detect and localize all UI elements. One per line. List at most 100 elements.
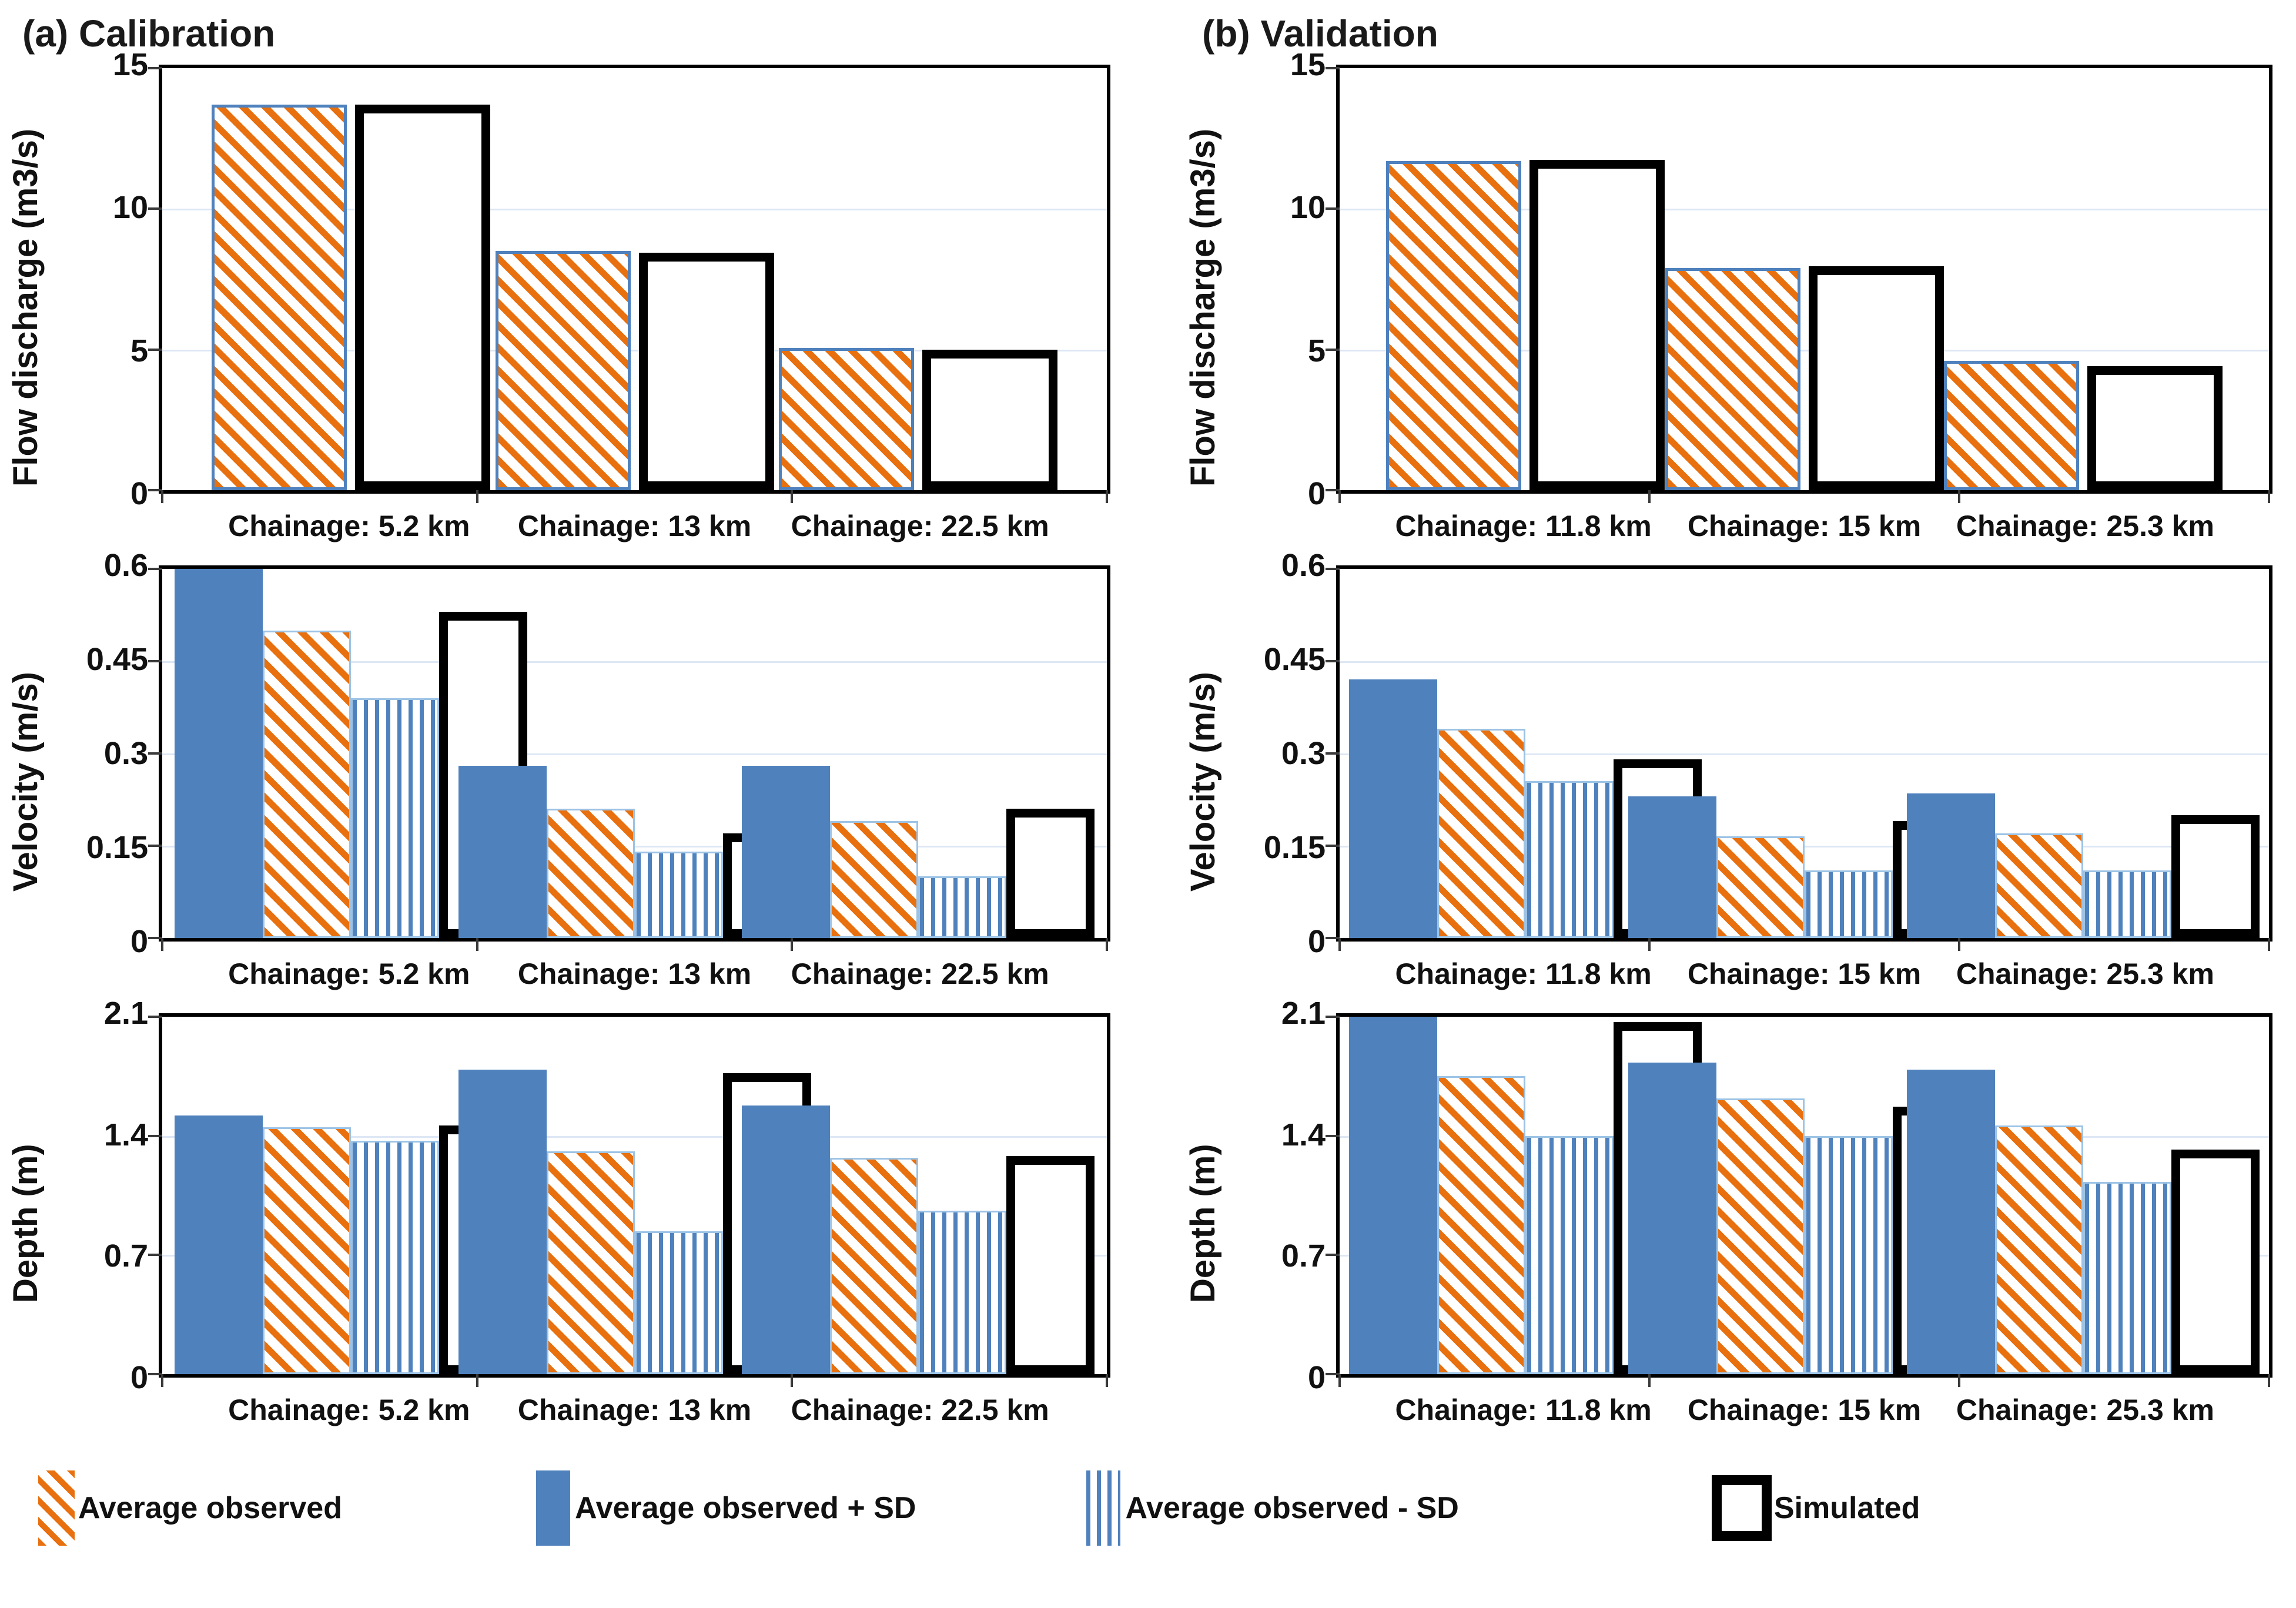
- bar-sim: [2171, 815, 2260, 938]
- figure-columns: (a) Calibration Flow discharge (m3/s) 15 1…: [6, 8, 2290, 1449]
- bar-group: [741, 569, 1095, 938]
- gridline: [1340, 209, 2269, 211]
- y-tick-mark: [1326, 1134, 1340, 1137]
- bar-group: [495, 68, 774, 490]
- y-tick-mark: [1326, 937, 1340, 939]
- plot-wrapper: Chainage: 11.8 km Chainage: 15 km Chainage…: [1326, 1013, 2272, 1434]
- gridline: [1340, 846, 2269, 847]
- gridline: [162, 209, 1107, 211]
- y-tick-mark: [148, 207, 162, 210]
- bar-avg: [1716, 1098, 1805, 1374]
- plot-wrapper: Chainage: 11.8 km Chainage: 15 km Chainage…: [1326, 565, 2272, 998]
- bar-plus: [741, 1105, 830, 1374]
- bar-avg: [1943, 360, 2079, 490]
- bar-minus: [918, 876, 1006, 938]
- plot-wrapper: Chainage: 11.8 km Chainage: 15 km Chainage…: [1326, 65, 2272, 550]
- y-tick-label: 1.4: [103, 1117, 148, 1153]
- gridline: [162, 1135, 1107, 1138]
- gridline: [162, 661, 1107, 663]
- gridline: [162, 753, 1107, 755]
- plot-wrapper: Chainage: 5.2 km Chainage: 13 km Chainage:…: [148, 65, 1110, 550]
- average-observed-minus-sd-swatch-icon: [1086, 1470, 1121, 1546]
- y-tick-mark: [148, 752, 162, 755]
- x-category-label: Chainage: 11.8 km: [1395, 1393, 1652, 1426]
- y-axis-title: Velocity (m/s): [1184, 672, 1222, 892]
- y-tick-mark: [1326, 67, 1340, 69]
- x-tick-mark: [1106, 1374, 1108, 1387]
- bar-plus: [1628, 796, 1716, 938]
- y-axis-tick-labels: 15 10 5 0: [1237, 47, 1336, 511]
- x-tick-mark: [1648, 490, 1651, 503]
- y-tick-mark: [148, 568, 162, 570]
- bar-avg: [1437, 1076, 1526, 1374]
- x-axis-labels: Chainage: 11.8 km Chainage: 15 km Chainage…: [1336, 1378, 2272, 1434]
- y-tick-mark: [148, 1254, 162, 1257]
- bar-minus: [1525, 781, 1614, 938]
- panel-calibration-depth: Depth (m) 2.1 1.4 0.7 0 Chainage: 5.2 km Chain…: [6, 996, 1148, 1434]
- y-tick-mark: [1326, 1254, 1340, 1257]
- bar-minus: [1525, 1135, 1614, 1374]
- x-category-label: Chainage: 11.8 km: [1395, 957, 1652, 990]
- bar-avg: [546, 1151, 635, 1374]
- y-tick-label: 5: [130, 333, 148, 369]
- x-category-label: Chainage: 5.2 km: [228, 1393, 470, 1426]
- panel-validation-depth: Depth (m) 2.1 1.4 0.7 0 Chainage: 11.8 km Chai…: [1148, 996, 2290, 1434]
- plot-area: [148, 65, 1110, 503]
- bar-avg: [829, 1158, 918, 1374]
- gridline: [1340, 349, 2269, 351]
- y-tick-label: 0.15: [1263, 830, 1326, 865]
- bar-plus: [175, 569, 263, 938]
- x-category-label: Chainage: 15 km: [1687, 510, 1922, 542]
- legend-item-average-observed-plus-sd: Average observed + SD: [535, 1470, 916, 1546]
- x-tick-mark: [791, 490, 794, 503]
- bar-sim: [1808, 266, 1944, 490]
- average-observed-plus-sd-swatch-icon: [535, 1470, 570, 1546]
- bar-plus: [1628, 1063, 1716, 1374]
- y-tick-label: 0: [130, 476, 148, 511]
- x-category-label: Chainage: 25.3 km: [1956, 957, 2214, 990]
- y-tick-label: 0: [1307, 924, 1326, 959]
- x-category-label: Chainage: 22.5 km: [791, 510, 1049, 542]
- bar-avg: [495, 251, 631, 490]
- y-tick-mark: [148, 937, 162, 939]
- x-category-label: Chainage: 25.3 km: [1956, 1393, 2214, 1426]
- y-axis-tick-labels: 0.6 0.45 0.3 0.15 0: [1237, 548, 1336, 959]
- x-tick-mark: [1338, 938, 1341, 951]
- x-tick-mark: [161, 1374, 163, 1387]
- bar-sim: [2087, 366, 2223, 490]
- y-tick-label: 0.3: [103, 736, 148, 771]
- y-tick-label: 2.1: [1281, 996, 1326, 1031]
- bar-minus: [634, 1231, 723, 1374]
- y-tick-label: 0.6: [103, 548, 148, 583]
- x-axis-labels: Chainage: 5.2 km Chainage: 13 km Chainage:…: [159, 1378, 1110, 1434]
- bar-sim: [638, 252, 774, 490]
- x-category-label: Chainage: 15 km: [1687, 957, 1922, 990]
- bar-group: [1386, 68, 1665, 490]
- bar-avg: [778, 348, 914, 490]
- bar-sim: [2171, 1149, 2260, 1374]
- x-tick-mark: [1958, 1374, 1961, 1387]
- y-tick-mark: [1326, 1373, 1340, 1375]
- bar-group: [778, 68, 1057, 490]
- x-tick-mark: [791, 1374, 794, 1387]
- y-tick-label: 0: [130, 1360, 148, 1395]
- bar-plus: [1906, 1069, 1995, 1374]
- y-tick-mark: [1326, 348, 1340, 351]
- x-tick-mark: [1958, 938, 1961, 951]
- legend-label: Average observed: [78, 1491, 342, 1525]
- x-axis-labels: Chainage: 11.8 km Chainage: 15 km Chainage…: [1336, 494, 2272, 550]
- bar-plus: [458, 1069, 547, 1374]
- bar-minus: [351, 1141, 440, 1374]
- x-tick-mark: [1648, 938, 1651, 951]
- x-tick-mark: [2268, 938, 2270, 951]
- x-category-label: Chainage: 11.8 km: [1395, 510, 1652, 542]
- x-tick-mark: [476, 1374, 478, 1387]
- bar-sim: [355, 105, 491, 490]
- y-tick-mark: [1326, 752, 1340, 755]
- bar-sim: [922, 349, 1057, 490]
- bar-group: [1943, 68, 2223, 490]
- x-tick-mark: [1106, 490, 1108, 503]
- simulated-swatch-icon: [1711, 1475, 1772, 1541]
- bar-plus: [1349, 679, 1438, 938]
